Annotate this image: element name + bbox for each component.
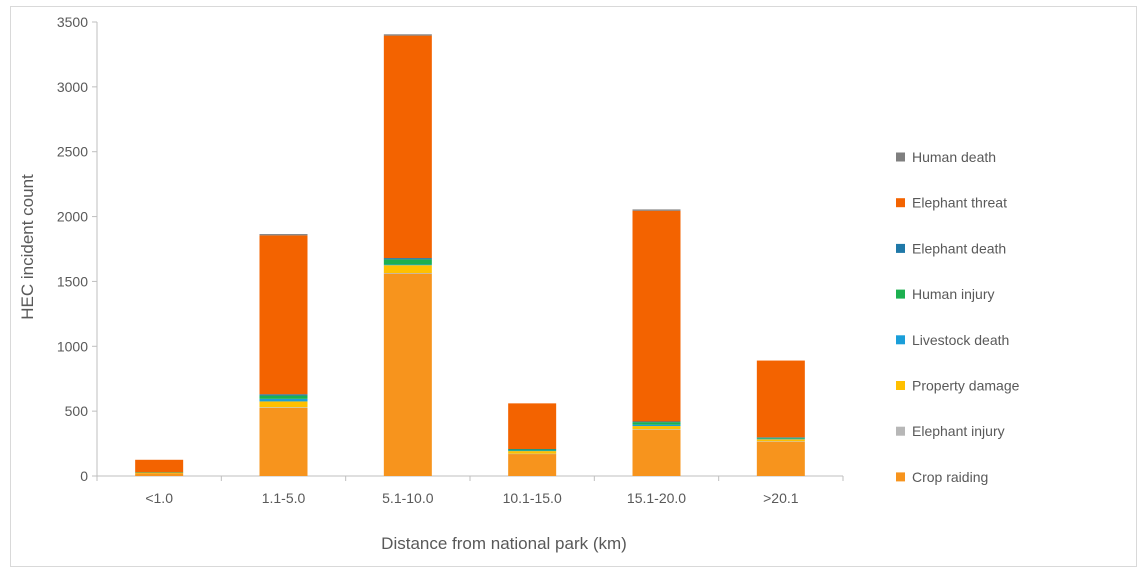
- legend-swatch: [896, 152, 905, 162]
- legend: Human death Elephant threat Elephant death…: [896, 149, 1020, 485]
- y-tick-label: 1500: [57, 273, 88, 289]
- bar-segment: [756, 437, 805, 439]
- bar-segment: [756, 437, 805, 438]
- legend-swatch: [896, 472, 905, 482]
- legend-swatch: [896, 198, 905, 208]
- bar-segment: [383, 273, 432, 476]
- x-tick-label: 5.1-10.0: [382, 490, 434, 506]
- legend-swatch: [896, 289, 905, 299]
- bar-segment: [632, 424, 681, 427]
- y-tick-label: 2000: [57, 209, 88, 225]
- bar-segment: [632, 422, 681, 425]
- legend-swatch: [896, 426, 905, 436]
- bar-segment: [632, 209, 681, 211]
- y-tick-label: 0: [80, 468, 88, 484]
- y-axis-title: HEC incident count: [18, 174, 37, 320]
- bar-segment: [632, 421, 681, 423]
- x-tick-label: 15.1-20.0: [627, 490, 686, 506]
- bar-segment: [259, 394, 308, 396]
- bar-segment: [508, 453, 557, 476]
- legend-label: Elephant injury: [912, 423, 1005, 439]
- x-tick-label: <1.0: [145, 490, 173, 506]
- y-tick-label: 500: [65, 403, 89, 419]
- bar-segment: [508, 453, 557, 455]
- bar-segment: [756, 441, 805, 442]
- bar-segment: [135, 459, 184, 473]
- legend-label: Human death: [912, 149, 996, 165]
- bar-segment: [508, 449, 557, 451]
- bar-segment: [135, 473, 184, 476]
- x-tick-label: >20.1: [763, 490, 799, 506]
- bar-segment: [756, 441, 805, 476]
- bar-segment: [383, 272, 432, 274]
- bar-segment: [508, 449, 557, 450]
- bar-segment: [632, 426, 681, 430]
- bar-segment: [756, 438, 805, 440]
- plot-area: 0 500 1000 1500 2000 2500 3000 3500 <1.0 1.1-5.0 5…: [57, 14, 844, 506]
- bar-segment: [632, 429, 681, 430]
- bar-segment: [259, 407, 308, 408]
- y-tick-label: 3500: [57, 14, 88, 30]
- bar-segment: [259, 401, 308, 408]
- bar-segment: [259, 235, 308, 395]
- bar-segment: [508, 450, 557, 452]
- y-tick-label: 3000: [57, 79, 88, 95]
- bar-segment: [259, 407, 308, 476]
- bar-segment: [508, 403, 557, 450]
- y-tick-label: 2500: [57, 144, 88, 160]
- bar-segment: [756, 439, 805, 442]
- bar-segment: [383, 264, 432, 266]
- x-tick-label: 10.1-15.0: [503, 490, 562, 506]
- bar-segment: [383, 259, 432, 265]
- bar-segment: [383, 35, 432, 259]
- legend-label: Property damage: [912, 378, 1020, 394]
- bar-segment: [135, 472, 184, 474]
- bar-segment: [135, 472, 184, 473]
- legend-label: Human injury: [912, 286, 994, 302]
- bar-segment: [259, 398, 308, 402]
- bar-segment: [632, 210, 681, 422]
- x-axis-title: Distance from national park (km): [381, 534, 627, 553]
- legend-swatch: [896, 335, 905, 345]
- x-tick-label: 1.1-5.0: [262, 490, 306, 506]
- legend-swatch: [896, 243, 905, 253]
- bar-segment: [383, 34, 432, 36]
- bar-segment: [259, 234, 308, 236]
- y-tick-label: 1000: [57, 338, 88, 354]
- bar-segment: [383, 265, 432, 273]
- legend-label: Crop raiding: [912, 469, 988, 485]
- bar-segment: [383, 258, 432, 260]
- legend-label: Elephant death: [912, 240, 1006, 256]
- chart-frame: HEC incident count Distance from nationa…: [10, 6, 1137, 567]
- bar-segment: [632, 429, 681, 476]
- hec-stacked-bar-chart: HEC incident count Distance from nationa…: [18, 14, 1020, 553]
- legend-label: Elephant threat: [912, 195, 1007, 211]
- legend-label: Livestock death: [912, 332, 1009, 348]
- legend-swatch: [896, 381, 905, 390]
- bar-segment: [259, 395, 308, 399]
- bar-segment: [756, 360, 805, 438]
- bar-segment: [508, 451, 557, 454]
